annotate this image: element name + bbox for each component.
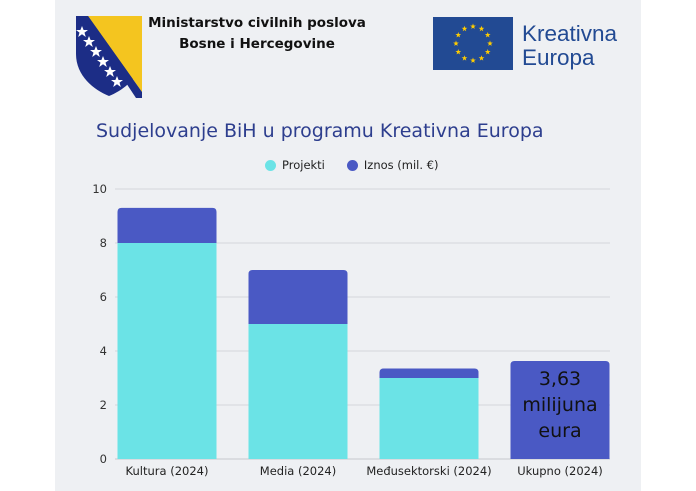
y-tick-label: 4 xyxy=(100,344,107,358)
kreativna-europa-logo: Kreativna Europa xyxy=(522,22,617,70)
eu-star-icon xyxy=(470,57,476,63)
y-tick-label: 2 xyxy=(100,398,107,412)
logo-line2: Europa xyxy=(522,45,595,70)
legend-item-projekti: Projekti xyxy=(265,158,325,172)
chart-legend: Projekti Iznos (mil. €) xyxy=(265,158,460,172)
legend-label-projekti: Projekti xyxy=(282,158,325,172)
eu-star-icon xyxy=(455,32,462,38)
ministry-name: Ministarstvo civilnih poslova Bosne i He… xyxy=(147,13,367,55)
legend-label-iznos: Iznos (mil. €) xyxy=(363,158,439,172)
bars: 3,63 milijuna eura xyxy=(117,207,610,459)
eu-star-icon xyxy=(487,40,493,46)
bih-coat-of-arms-icon xyxy=(76,16,142,98)
legend-swatch-projekti xyxy=(265,159,276,171)
ministry-name-line1: Ministarstvo civilnih poslova xyxy=(148,15,366,31)
total-annotation-line: eura xyxy=(538,420,581,442)
eu-star-icon xyxy=(478,25,485,32)
stacked-bar-chart: 0 2 4 6 8 10 3,63 milijuna eura Kultura (2024) M… xyxy=(92,182,610,478)
x-category-label: Međusektorski (2024) xyxy=(366,464,491,478)
legend-item-iznos: Iznos (mil. €) xyxy=(346,158,439,172)
x-category-label: Kultura (2024) xyxy=(126,464,209,478)
eu-star-icon xyxy=(470,23,476,29)
chart-title: Sudjelovanje BiH u programu Kreativna Eu… xyxy=(96,120,544,142)
bar-iznos xyxy=(117,207,217,243)
y-tick-label: 0 xyxy=(100,452,107,466)
eu-star-icon xyxy=(484,32,491,38)
bar-iznos xyxy=(379,368,479,378)
total-annotation-line: 3,63 xyxy=(539,368,581,390)
total-annotation-line: milijuna xyxy=(522,394,597,416)
eu-star-icon xyxy=(453,40,459,46)
logo-line1: Kreativna xyxy=(522,21,618,46)
bar-iznos xyxy=(510,360,610,459)
x-category-label: Ukupno (2024) xyxy=(517,464,603,478)
bar-projekti xyxy=(248,324,348,459)
eu-star-icon xyxy=(461,25,468,32)
y-tick-label: 6 xyxy=(100,290,107,304)
legend-swatch-iznos xyxy=(346,159,358,171)
ministry-name-line2: Bosne i Hercegovine xyxy=(179,36,335,52)
x-category-label: Media (2024) xyxy=(260,464,336,478)
x-axis-labels: Kultura (2024) Media (2024) Međusektorski … xyxy=(126,464,603,478)
infographic-card: Ministarstvo civilnih poslova Bosne i He… xyxy=(55,0,641,491)
y-tick-label: 8 xyxy=(100,236,107,250)
y-axis-ticks: 0 2 4 6 8 10 xyxy=(92,182,107,466)
bar-projekti xyxy=(379,378,479,459)
y-tick-label: 10 xyxy=(92,182,107,196)
eu-star-icon xyxy=(484,49,491,55)
bar-iznos xyxy=(248,270,348,324)
eu-star-icon xyxy=(461,55,468,61)
bar-projekti xyxy=(117,243,217,459)
eu-flag-icon xyxy=(433,17,513,70)
eu-star-icon xyxy=(455,49,462,55)
eu-star-icon xyxy=(478,55,485,61)
